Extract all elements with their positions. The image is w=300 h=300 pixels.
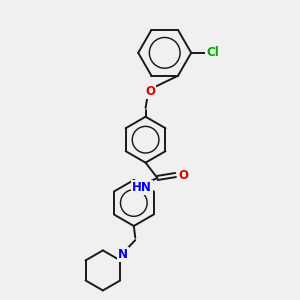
Text: N: N [118, 248, 128, 261]
Text: N: N [118, 248, 128, 261]
Text: Cl: Cl [206, 46, 219, 59]
Text: O: O [145, 85, 155, 98]
Text: HN: HN [132, 181, 152, 194]
Text: O: O [178, 169, 188, 182]
